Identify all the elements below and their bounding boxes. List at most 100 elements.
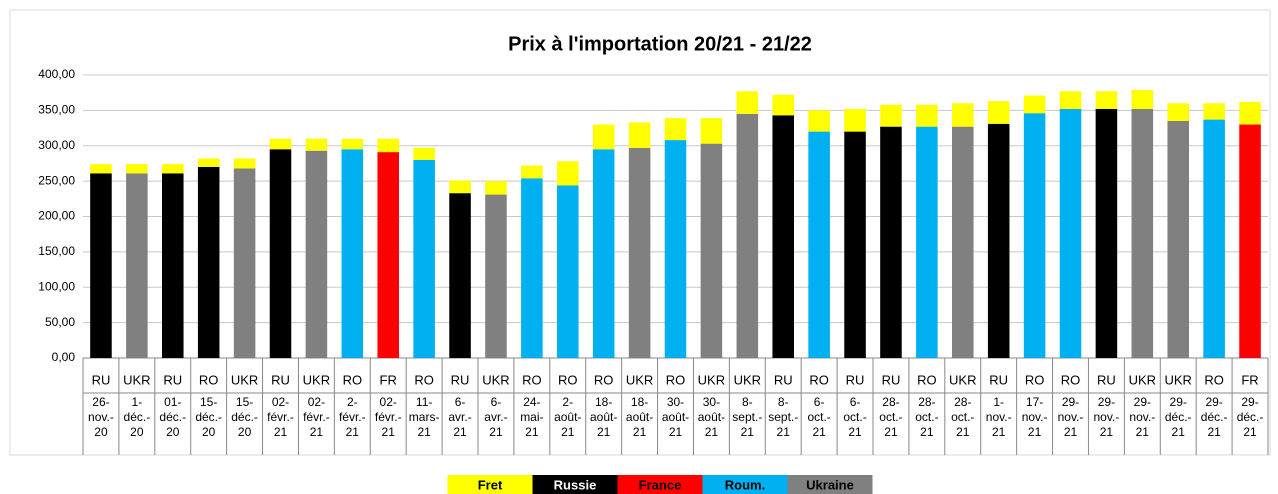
x-date-label: 29-nov.-21 — [1058, 395, 1084, 439]
x-date-label: 6-avr.-21 — [448, 395, 471, 439]
bar-segment — [377, 138, 399, 153]
bar-segment — [916, 126, 938, 359]
bar-segment — [377, 152, 399, 358]
legend-swatch — [447, 475, 533, 494]
bar-segment — [449, 193, 471, 358]
bar-segment — [557, 185, 579, 358]
x-tick-label: RU — [774, 372, 793, 387]
bar-segment — [269, 138, 292, 150]
bar-segment — [162, 173, 184, 358]
bar-segment — [880, 104, 902, 127]
bar-segment — [162, 164, 184, 174]
x-tick-label: RO — [666, 372, 686, 387]
x-date-label: 18-août-21 — [590, 395, 617, 439]
bar-segment — [269, 149, 292, 358]
x-date-label: 6-oct.-21 — [807, 395, 830, 439]
bar-segment — [1239, 101, 1261, 125]
bar-segment — [485, 181, 507, 195]
legend-label: Russie — [554, 477, 597, 492]
y-tick-label: 350,00 — [38, 103, 75, 117]
x-tick-label: RU — [92, 372, 111, 387]
x-tick-label: UKR — [123, 372, 150, 387]
x-tick-label: RU — [882, 372, 901, 387]
x-tick-label: RU — [989, 372, 1008, 387]
y-tick-label: 150,00 — [38, 244, 75, 258]
bar-segment — [1131, 108, 1154, 359]
y-tick-label: 200,00 — [38, 209, 75, 223]
x-date-label: 02-févr.-21 — [303, 395, 330, 439]
bar-segment — [664, 118, 687, 141]
x-tick-label: UKR — [231, 372, 258, 387]
bar-segment — [952, 126, 974, 359]
y-tick-label: 400,00 — [38, 67, 75, 81]
x-tick-label: RO — [414, 372, 434, 387]
x-date-label: 02-févr.-21 — [267, 395, 294, 439]
y-tick-label: 100,00 — [38, 279, 75, 293]
legend-label: Fret — [478, 477, 503, 492]
bar-segment — [341, 149, 364, 358]
y-tick-label: 50,00 — [45, 315, 75, 329]
legend-swatch — [787, 475, 873, 494]
chart-title: Prix à l'importation 20/21 - 21/22 — [508, 33, 812, 55]
bar-segment — [736, 113, 759, 358]
bar-segment — [628, 122, 651, 148]
bar-segment — [197, 166, 220, 358]
x-tick-label: FR — [1241, 372, 1258, 387]
bar-segment — [1095, 108, 1118, 359]
legend-label: France — [639, 477, 682, 492]
bar-segment — [772, 115, 794, 358]
x-tick-label: RU — [163, 372, 182, 387]
x-tick-label: UKR — [734, 372, 761, 387]
x-date-label: 28-oct.-21 — [951, 395, 974, 439]
bar-segment — [808, 131, 830, 358]
x-date-label: 1-déc.-20 — [124, 395, 151, 439]
x-tick-label: UKR — [1129, 372, 1156, 387]
bar-segment — [700, 118, 723, 144]
x-tick-label: UKR — [949, 372, 976, 387]
bar-segment — [126, 164, 148, 174]
x-date-label: 26-nov.-20 — [88, 395, 114, 439]
x-tick-label: RO — [917, 372, 937, 387]
x-date-label: 29-déc.-21 — [1237, 395, 1264, 439]
x-tick-label: RO — [1061, 372, 1081, 387]
bar-segment — [1059, 108, 1082, 359]
x-date-label: 28-oct.-21 — [879, 395, 902, 439]
x-date-label: 18-août-21 — [626, 395, 653, 439]
legend-swatch — [617, 475, 703, 494]
bar-segment — [592, 149, 615, 358]
x-date-label: 2-févr.-21 — [339, 395, 366, 439]
x-date-label: 15-déc.-20 — [231, 395, 258, 439]
bar-segment — [916, 104, 938, 127]
bar-segment — [521, 165, 543, 179]
bar-segment — [1131, 89, 1154, 109]
x-tick-label: RU — [271, 372, 290, 387]
bar-segment — [233, 158, 256, 169]
x-date-label: 6-oct.-21 — [843, 395, 866, 439]
bar-segment — [736, 91, 759, 114]
x-tick-label: UKR — [482, 372, 509, 387]
y-tick-label: 300,00 — [38, 138, 75, 152]
x-tick-label: UKR — [303, 372, 330, 387]
bar-segment — [844, 108, 866, 132]
bar-segment — [485, 194, 507, 358]
bar-segment — [987, 101, 1010, 124]
bar-segment — [808, 110, 830, 132]
y-tick-label: 250,00 — [38, 173, 75, 187]
x-tick-label: RU — [1097, 372, 1116, 387]
x-tick-label: UKR — [626, 372, 653, 387]
bar-segment — [413, 147, 435, 160]
x-date-label: 30-août-21 — [662, 395, 689, 439]
bar-segment — [126, 173, 148, 358]
x-tick-label: FR — [380, 372, 397, 387]
bar-segment — [1167, 120, 1189, 358]
x-date-label: 24-mai-21 — [520, 395, 543, 439]
y-tick-label: 0,00 — [52, 350, 76, 364]
x-tick-label: RO — [522, 372, 542, 387]
legend-swatch — [532, 475, 618, 494]
legend-label: Roum. — [725, 477, 765, 492]
x-tick-label: RO — [558, 372, 578, 387]
bar-segment — [880, 126, 902, 359]
x-date-label: 1-nov.-21 — [986, 395, 1012, 439]
x-tick-label: RO — [1025, 372, 1045, 387]
